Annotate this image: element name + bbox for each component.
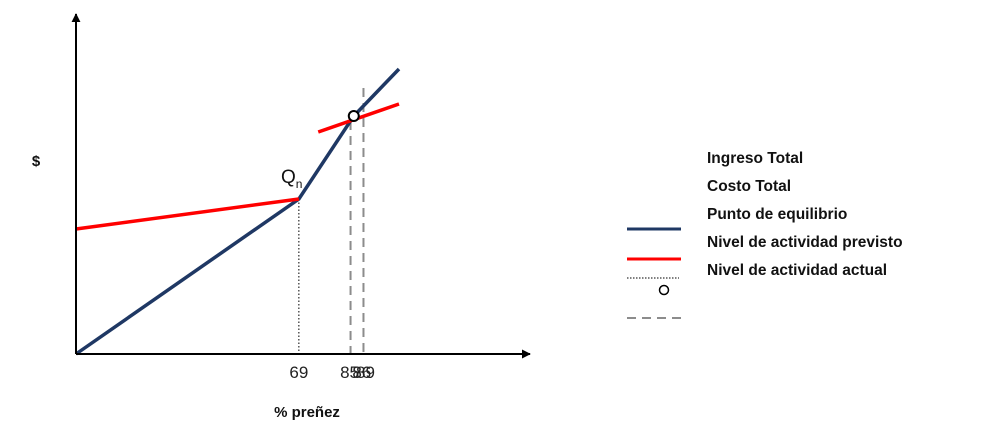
nivel-previsto-marker [347,110,360,122]
ingreso-total-line [75,67,401,356]
x-tick-label-69: 69 [289,363,308,382]
y-axis-title: $ [32,153,41,170]
legend-label-nivel-actual: Nivel de actividad actual [707,262,887,279]
qn-label: Qn [281,167,302,191]
legend-label-punto-equilibrio: Punto de equilibrio [707,206,847,223]
qn-label-main: Q [281,167,296,188]
qn-label-sub: n [296,177,303,191]
legend-label-costo-total: Costo Total [707,178,791,195]
legend: Ingreso Total Costo Total Punto de equil… [627,150,903,319]
legend-circle-marker-icon [658,284,670,296]
x-tick-label-89: 89 [356,363,375,382]
legend-label-nivel-previsto: Nivel de actividad previsto [707,234,903,251]
x-tick-label-86: 86 [352,363,371,382]
x-tick-label-85: 85 [340,363,359,382]
x-axis-title: % preñez [274,404,340,421]
costo-total-segment-1 [75,197,300,231]
legend-label-ingreso-total: Ingreso Total [707,150,803,167]
